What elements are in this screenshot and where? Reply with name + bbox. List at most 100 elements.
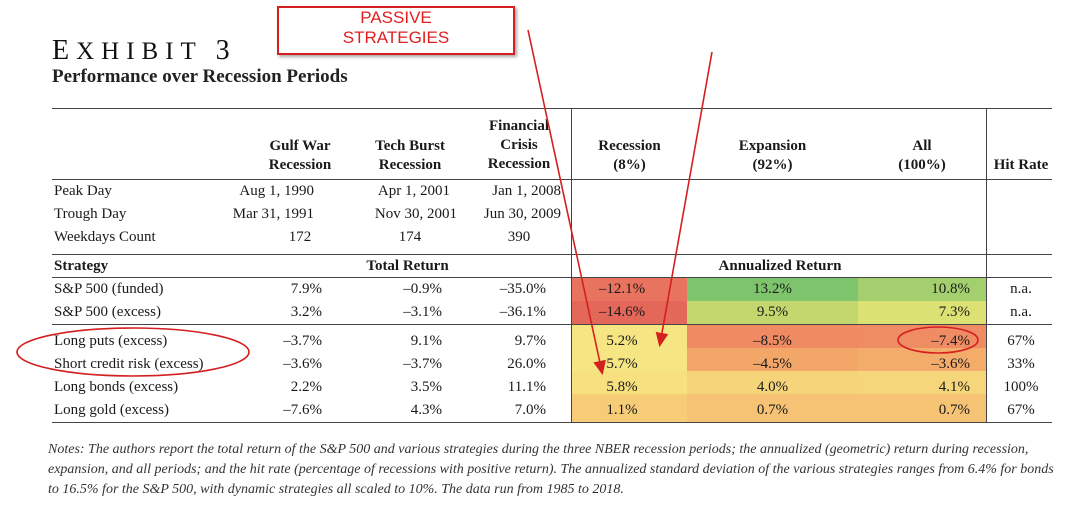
period-fin: 390 — [507, 229, 531, 245]
header-financial-crisis: Financial Crisis Recession — [487, 118, 551, 172]
strategy-cell-recession: –12.1% — [598, 281, 646, 297]
strategy-cell-gulf: 3.2% — [290, 304, 322, 320]
sp500-rule — [52, 324, 1052, 325]
strategy-cell-tech: 3.5% — [410, 379, 442, 395]
period-label: Trough Day — [54, 206, 127, 222]
period-label: Peak Day — [54, 183, 112, 199]
period-gulf: Aug 1, 1990 — [239, 183, 314, 199]
heat-cell-recession — [572, 371, 687, 394]
heat-cell-expansion — [687, 348, 858, 371]
strategy-cell-tech: 4.3% — [410, 402, 442, 418]
divider-total-annualized — [571, 108, 572, 422]
strategy-cell-recession: 1.1% — [606, 402, 638, 418]
strategy-cell-gulf: 7.9% — [290, 281, 322, 297]
arrow-to-long-puts — [655, 51, 713, 348]
table-bottom-rule — [52, 422, 1052, 423]
header-recession: Recession (8%) — [598, 138, 661, 173]
arrow-to-short-credit — [527, 29, 606, 376]
strategy-cell-hit: n.a. — [1010, 304, 1032, 320]
period-gulf: 172 — [288, 229, 312, 245]
heat-cell-all — [858, 348, 986, 371]
strategy-cell-gulf: –3.7% — [283, 333, 322, 349]
annualized-return-header: Annualized Return — [718, 258, 842, 274]
strategy-cell-hit: 67% — [1007, 333, 1035, 349]
strategy-cell-expansion: 0.7% — [756, 402, 789, 418]
heat-cell-expansion — [687, 325, 858, 348]
highlight-ellipse-strategies — [16, 327, 250, 377]
strategy-cell-all: 7.3% — [938, 304, 970, 320]
strategy-cell-fin: 26.0% — [507, 356, 546, 372]
period-tech: 174 — [398, 229, 422, 245]
strategy-cell-fin: 7.0% — [514, 402, 546, 418]
strategy-cell-hit: 67% — [1007, 402, 1035, 418]
strategy-cell-gulf: –3.6% — [283, 356, 322, 372]
strategy-label: Short credit risk (excess) — [54, 356, 204, 372]
table-notes: Notes: The authors report the total retu… — [48, 442, 1054, 497]
strategy-cell-recession: 5.7% — [606, 356, 638, 372]
strategy-header: Strategy — [54, 258, 109, 274]
period-tech: Nov 30, 2001 — [374, 206, 457, 222]
strategy-cell-recession: 5.2% — [606, 333, 638, 349]
strategy-cell-expansion: 13.2% — [753, 281, 792, 297]
period-rule — [52, 254, 1052, 255]
strategy-cell-recession: 5.8% — [606, 379, 638, 395]
table-top-rule — [52, 108, 1052, 109]
strategy-cell-all: 0.7% — [938, 402, 970, 418]
strategy-cell-hit: n.a. — [1010, 281, 1032, 297]
header-gulf-war: Gulf War Recession — [268, 138, 332, 173]
strategy-cell-all: –7.4% — [931, 333, 970, 349]
strategy-cell-all: –3.6% — [931, 356, 970, 372]
section-rule — [52, 277, 1052, 278]
exhibit-title: Performance over Recession Periods — [52, 66, 348, 87]
strategy-cell-tech: –3.7% — [403, 356, 442, 372]
strategy-cell-hit: 33% — [1007, 356, 1035, 372]
strategy-label: S&P 500 (funded) — [54, 281, 164, 297]
heat-cell-expansion — [687, 371, 858, 394]
heat-cell-recession — [572, 301, 687, 324]
strategy-cell-hit: 100% — [1003, 379, 1039, 395]
heat-cell-expansion — [687, 394, 858, 422]
strategy-label: Long gold (excess) — [54, 402, 169, 418]
exhibit-label: EXHIBIT 3 — [52, 35, 237, 66]
period-fin: Jan 1, 2008 — [492, 183, 561, 199]
strategy-cell-expansion: –4.5% — [753, 356, 792, 372]
header-all: All (100%) — [898, 138, 946, 173]
strategy-cell-fin: –36.1% — [499, 304, 546, 320]
passive-strategies-callout: PASSIVE STRATEGIES — [277, 6, 515, 55]
period-label: Weekdays Count — [54, 229, 156, 245]
strategy-label: Long bonds (excess) — [54, 379, 179, 395]
heat-cell-recession — [572, 394, 687, 422]
strategy-cell-all: 4.1% — [938, 379, 970, 395]
strategy-label: S&P 500 (excess) — [54, 304, 161, 320]
header-hit-rate: Hit Rate — [993, 157, 1049, 173]
header-expansion: Expansion (92%) — [738, 138, 807, 173]
strategy-cell-fin: –35.0% — [499, 281, 546, 297]
heat-cell-all — [858, 325, 986, 348]
heat-cell-recession — [572, 278, 687, 301]
strategy-cell-fin: 11.1% — [507, 379, 546, 395]
strategy-cell-gulf: 2.2% — [290, 379, 322, 395]
strategy-cell-recession: –14.6% — [598, 304, 646, 320]
strategy-cell-gulf: –7.6% — [283, 402, 322, 418]
heat-cell-all — [858, 278, 986, 301]
strategy-label: Long puts (excess) — [54, 333, 168, 349]
heat-cell-all — [858, 394, 986, 422]
header-rule — [52, 179, 1052, 180]
strategy-cell-fin: 9.7% — [514, 333, 546, 349]
divider-hit-rate — [986, 108, 987, 422]
header-tech-burst: Tech Burst Recession — [375, 138, 445, 173]
heat-cell-all — [858, 301, 986, 324]
total-return-header: Total Return — [366, 258, 449, 274]
strategy-cell-tech: –0.9% — [403, 281, 442, 297]
heat-cell-all — [858, 371, 986, 394]
heat-cell-expansion — [687, 278, 858, 301]
highlight-ellipse-value — [897, 326, 979, 354]
strategy-cell-expansion: –8.5% — [753, 333, 792, 349]
strategy-cell-expansion: 9.5% — [756, 304, 789, 320]
period-fin: Jun 30, 2009 — [483, 206, 561, 222]
period-gulf: Mar 31, 1991 — [232, 206, 314, 222]
strategy-cell-expansion: 4.0% — [756, 379, 789, 395]
strategy-cell-all: 10.8% — [931, 281, 970, 297]
strategy-cell-tech: –3.1% — [403, 304, 442, 320]
